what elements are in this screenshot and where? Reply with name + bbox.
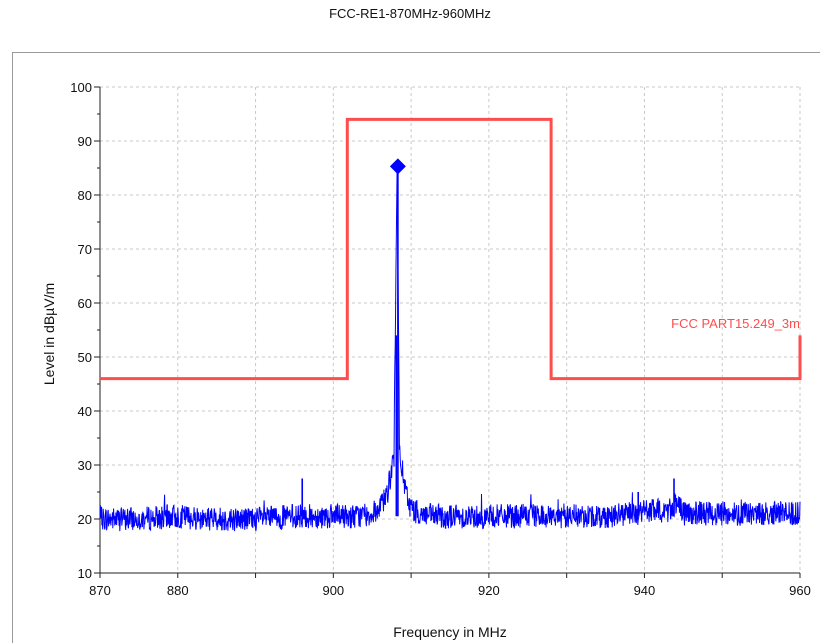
y-tick-label: 10 bbox=[78, 566, 92, 581]
x-axis-label: Frequency in MHz bbox=[393, 624, 507, 640]
y-tick-label: 50 bbox=[78, 350, 92, 365]
y-tick-label: 70 bbox=[78, 242, 92, 257]
limit-series-label: FCC PART15.249_3m bbox=[671, 316, 800, 331]
peak-marker bbox=[389, 158, 406, 175]
measured-trace bbox=[99, 167, 801, 532]
axes: 10 20 30 40 50 60 70 80 90 100 870 880 900 920 940 960 bbox=[70, 80, 811, 598]
y-tick-label: 40 bbox=[78, 404, 92, 419]
y-tick-label: 90 bbox=[78, 134, 92, 149]
x-tick-label: 960 bbox=[789, 583, 811, 598]
y-tick-label: 20 bbox=[78, 512, 92, 527]
series-layer bbox=[99, 117, 802, 532]
y-tick-label: 30 bbox=[78, 458, 92, 473]
x-tick-label: 880 bbox=[167, 583, 189, 598]
y-tick-label: 60 bbox=[78, 296, 92, 311]
y-tick-label: 100 bbox=[70, 80, 92, 95]
y-axis-label: Level in dBµV/m bbox=[41, 283, 57, 385]
chart-title: FCC-RE1-870MHz-960MHz bbox=[329, 6, 491, 21]
plot-frame bbox=[12, 52, 820, 643]
y-tick-label: 80 bbox=[78, 188, 92, 203]
x-tick-label: 870 bbox=[89, 583, 111, 598]
x-tick-label: 940 bbox=[634, 583, 656, 598]
limit-line bbox=[100, 117, 802, 381]
x-tick-label: 920 bbox=[478, 583, 500, 598]
x-tick-label: 900 bbox=[322, 583, 344, 598]
